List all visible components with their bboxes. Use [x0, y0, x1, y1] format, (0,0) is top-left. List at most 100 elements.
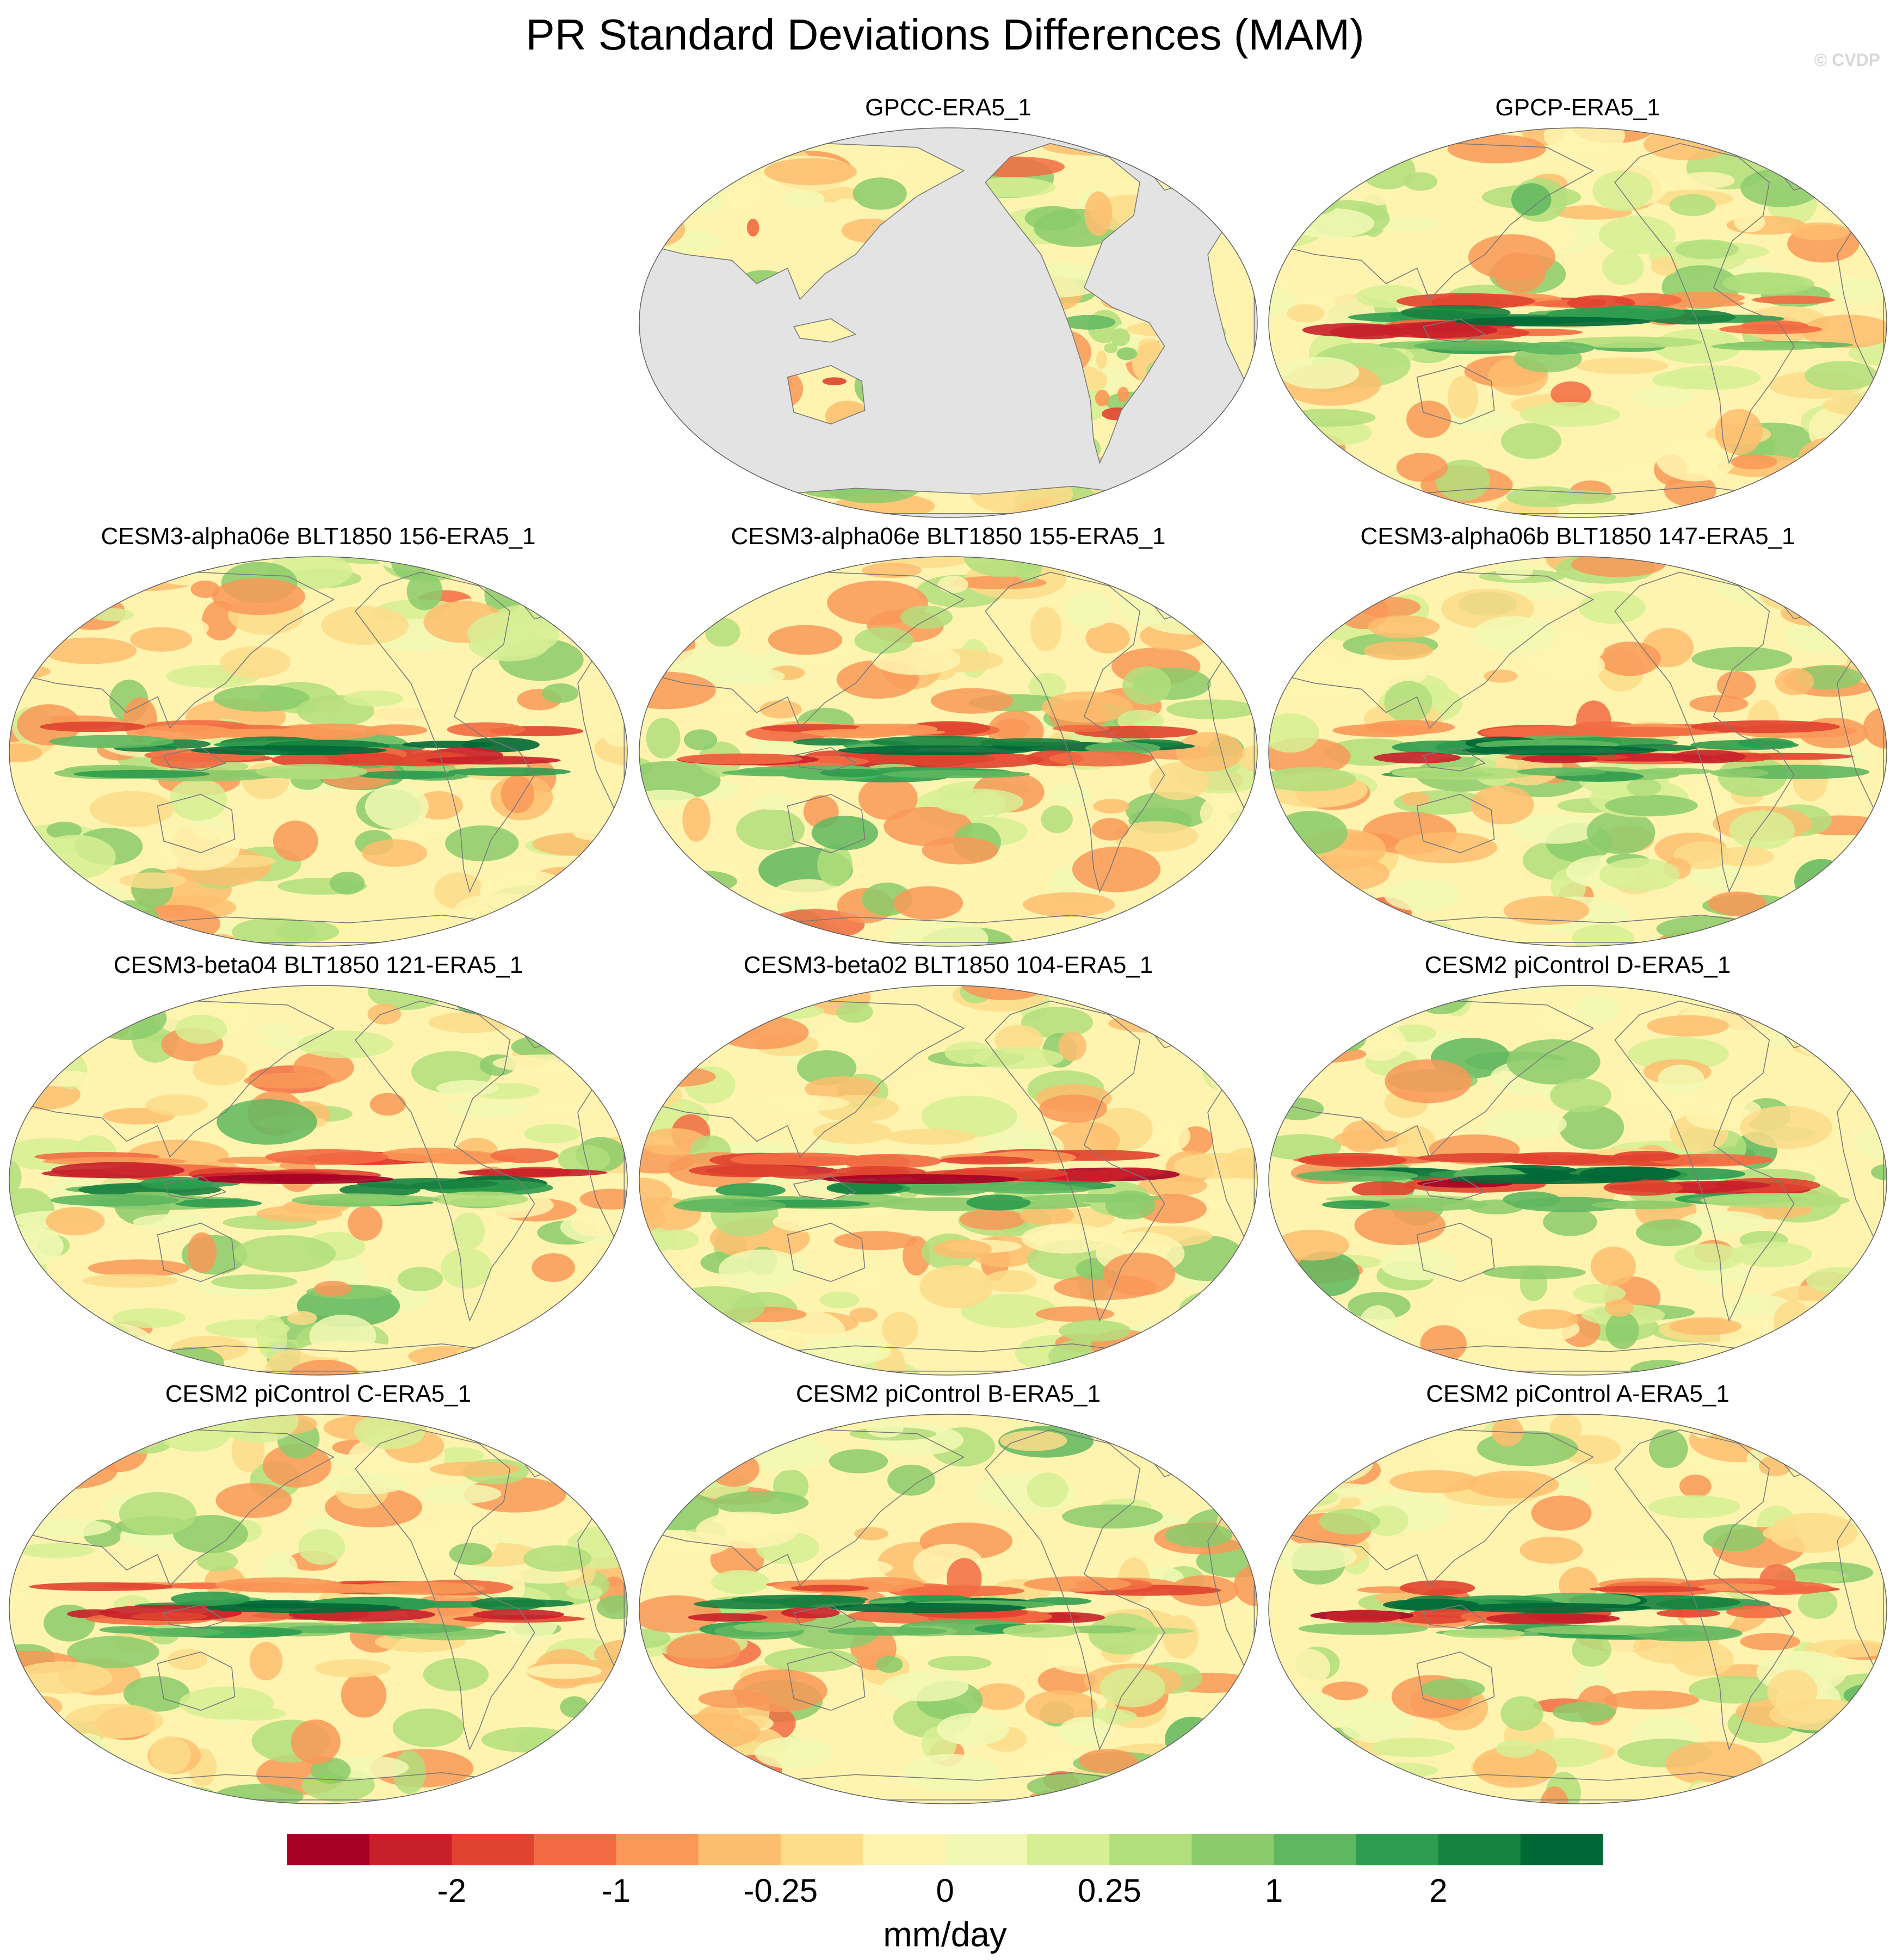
- australia-coastline: [157, 1222, 236, 1283]
- colorbar-swatch: [945, 1834, 1028, 1865]
- indonesia-coastline: [1422, 1604, 1486, 1629]
- eurasia-coastline: [15, 571, 335, 729]
- indonesia-coastline: [163, 1604, 227, 1629]
- indonesia-coastline: [1422, 318, 1486, 343]
- precip-map: [1268, 127, 1887, 518]
- map-panel: CESM3-beta04 BLT1850 121-ERA5_1: [5, 949, 631, 1379]
- colorbar-swatch: [1191, 1834, 1274, 1865]
- colorbar-swatch: [616, 1834, 699, 1865]
- eurasia-coastline: [1274, 143, 1595, 300]
- americas-coastline: [355, 571, 535, 893]
- colorbar-unit: mm/day: [883, 1915, 1007, 1954]
- precip-map: [639, 556, 1258, 947]
- australia-coastline: [787, 1222, 866, 1283]
- map-border: [639, 556, 1258, 947]
- americas-coastline: [355, 1429, 535, 1751]
- panel-title: CESM3-beta04 BLT1850 121-ERA5_1: [113, 952, 523, 978]
- panel-title: CESM3-alpha06e BLT1850 155-ERA5_1: [731, 523, 1166, 550]
- americas-coastline: [1614, 1000, 1795, 1322]
- precip-map: [1268, 556, 1887, 947]
- colorbar-swatch: [1356, 1834, 1439, 1865]
- australia-coastline: [1416, 793, 1495, 854]
- copyright-watermark: © CVDP: [1814, 50, 1880, 70]
- eurasia-coastline: [1274, 571, 1595, 729]
- australia-coastline: [1416, 365, 1495, 425]
- map-panel: CESM2 piControl A-ERA5_1: [1265, 1378, 1890, 1808]
- colorbar-tick-label: 0.25: [1077, 1872, 1141, 1909]
- indonesia-coastline: [163, 747, 227, 772]
- map-panel: CESM3-alpha06e BLT1850 156-ERA5_1: [5, 520, 631, 950]
- map-border: [1268, 127, 1887, 518]
- map-border: [1268, 985, 1887, 1376]
- colorbar-swatch: [534, 1834, 616, 1865]
- panel-title: GPCP-ERA5_1: [1495, 94, 1660, 121]
- americas-coastline: [985, 571, 1165, 893]
- americas-coastline: [985, 1429, 1165, 1751]
- colorbar-tick-label: 0: [936, 1872, 954, 1909]
- australia-coastline: [787, 1651, 866, 1711]
- colorbar-tick-label: 2: [1429, 1872, 1448, 1909]
- australia-coastline: [1416, 1222, 1495, 1283]
- map-panel: CESM2 piControl C-ERA5_1: [5, 1378, 631, 1808]
- indonesia-coastline: [1422, 1175, 1486, 1200]
- australia-coastline: [787, 793, 866, 854]
- panel-title: CESM3-alpha06b BLT1850 147-ERA5_1: [1360, 523, 1795, 550]
- eurasia-coastline: [1274, 1429, 1595, 1587]
- colorbar-tick-label: -2: [437, 1872, 466, 1909]
- colorbar: [287, 1834, 1603, 1865]
- precip-map: [9, 1414, 628, 1804]
- australia-coastline: [787, 365, 866, 425]
- precip-map: [1268, 1414, 1887, 1804]
- eurasia-coastline: [645, 143, 965, 300]
- precip-map: [9, 985, 628, 1376]
- map-panel: CESM2 piControl B-ERA5_1: [635, 1378, 1261, 1808]
- precip-map: [639, 1414, 1258, 1804]
- precip-map: [9, 556, 628, 947]
- colorbar-swatch: [698, 1834, 781, 1865]
- colorbar-swatch: [1520, 1834, 1603, 1865]
- eurasia-coastline: [15, 1429, 335, 1587]
- map-border: [1268, 1414, 1887, 1804]
- eurasia-coastline: [645, 1429, 965, 1587]
- eurasia-coastline: [645, 571, 965, 729]
- panel-title: CESM2 piControl D-ERA5_1: [1424, 952, 1731, 978]
- map-border: [639, 985, 1258, 1376]
- map-border: [9, 556, 628, 947]
- colorbar-swatch: [1274, 1834, 1357, 1865]
- eurasia-coastline: [15, 1000, 335, 1158]
- map-border: [639, 1414, 1258, 1804]
- precip-map: [639, 985, 1258, 1376]
- panel-title: CESM2 piControl C-ERA5_1: [165, 1380, 472, 1407]
- colorbar-tick-label: -1: [601, 1872, 631, 1909]
- map-border: [639, 127, 1258, 518]
- map-border: [9, 985, 628, 1376]
- map-panel: GPCP-ERA5_1: [1265, 91, 1890, 521]
- americas-coastline: [985, 143, 1165, 465]
- panel-title: CESM2 piControl A-ERA5_1: [1426, 1380, 1730, 1407]
- eurasia-coastline: [1274, 1000, 1595, 1158]
- map-panel: CESM3-beta02 BLT1850 104-ERA5_1: [635, 949, 1261, 1379]
- map-border: [1268, 556, 1887, 947]
- map-panel: CESM3-alpha06b BLT1850 147-ERA5_1: [1265, 520, 1890, 950]
- panel-title: CESM2 piControl B-ERA5_1: [795, 1380, 1101, 1407]
- americas-coastline: [1614, 1429, 1795, 1751]
- indonesia-coastline: [793, 318, 857, 343]
- map-border: [9, 1414, 628, 1804]
- colorbar-swatch: [862, 1834, 946, 1865]
- indonesia-coastline: [1422, 747, 1486, 772]
- colorbar-swatch: [287, 1834, 370, 1865]
- americas-coastline: [1614, 143, 1795, 465]
- indonesia-coastline: [793, 1175, 857, 1200]
- americas-coastline: [1614, 571, 1795, 893]
- map-panel: CESM3-alpha06e BLT1850 155-ERA5_1: [635, 520, 1261, 950]
- panel-title: CESM3-beta02 BLT1850 104-ERA5_1: [743, 952, 1153, 978]
- indonesia-coastline: [793, 747, 857, 772]
- australia-coastline: [157, 1651, 236, 1711]
- colorbar-swatch: [1109, 1834, 1192, 1865]
- colorbar-swatch: [780, 1834, 863, 1865]
- precip-map: [639, 127, 1258, 518]
- colorbar-swatch: [1027, 1834, 1110, 1865]
- colorbar-swatch: [452, 1834, 534, 1865]
- panel-title: CESM3-alpha06e BLT1850 156-ERA5_1: [101, 523, 536, 550]
- australia-coastline: [157, 793, 236, 854]
